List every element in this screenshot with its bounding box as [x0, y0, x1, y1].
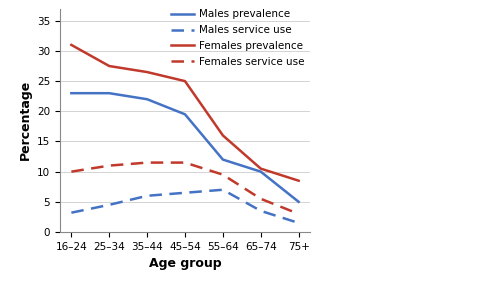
Females prevalence [144, 70, 150, 74]
Females service use [68, 170, 74, 173]
Line: Females prevalence: Females prevalence [72, 45, 298, 181]
Females prevalence [106, 64, 112, 68]
Males prevalence [296, 200, 302, 204]
Males service use [68, 211, 74, 214]
Females prevalence [182, 79, 188, 83]
Males prevalence [220, 158, 226, 161]
Line: Males prevalence: Males prevalence [72, 93, 298, 202]
Females service use [106, 164, 112, 167]
Legend: Males prevalence, Males service use, Females prevalence, Females service use: Males prevalence, Males service use, Fem… [171, 10, 305, 67]
Females service use [220, 173, 226, 176]
Males prevalence [68, 91, 74, 95]
Line: Females service use: Females service use [72, 163, 298, 214]
Females service use [182, 161, 188, 164]
Males prevalence [258, 170, 264, 173]
Y-axis label: Percentage: Percentage [18, 80, 32, 160]
Females prevalence [258, 167, 264, 170]
X-axis label: Age group: Age group [148, 257, 222, 270]
Males prevalence [144, 97, 150, 101]
Males service use [296, 221, 302, 225]
Females prevalence [68, 43, 74, 47]
Males prevalence [182, 113, 188, 116]
Females service use [144, 161, 150, 164]
Females prevalence [296, 179, 302, 182]
Line: Males service use: Males service use [72, 190, 298, 223]
Females prevalence [220, 134, 226, 137]
Males service use [182, 191, 188, 195]
Males service use [220, 188, 226, 191]
Males prevalence [106, 91, 112, 95]
Females service use [258, 197, 264, 201]
Males service use [106, 203, 112, 206]
Females service use [296, 212, 302, 216]
Males service use [144, 194, 150, 197]
Males service use [258, 209, 264, 213]
